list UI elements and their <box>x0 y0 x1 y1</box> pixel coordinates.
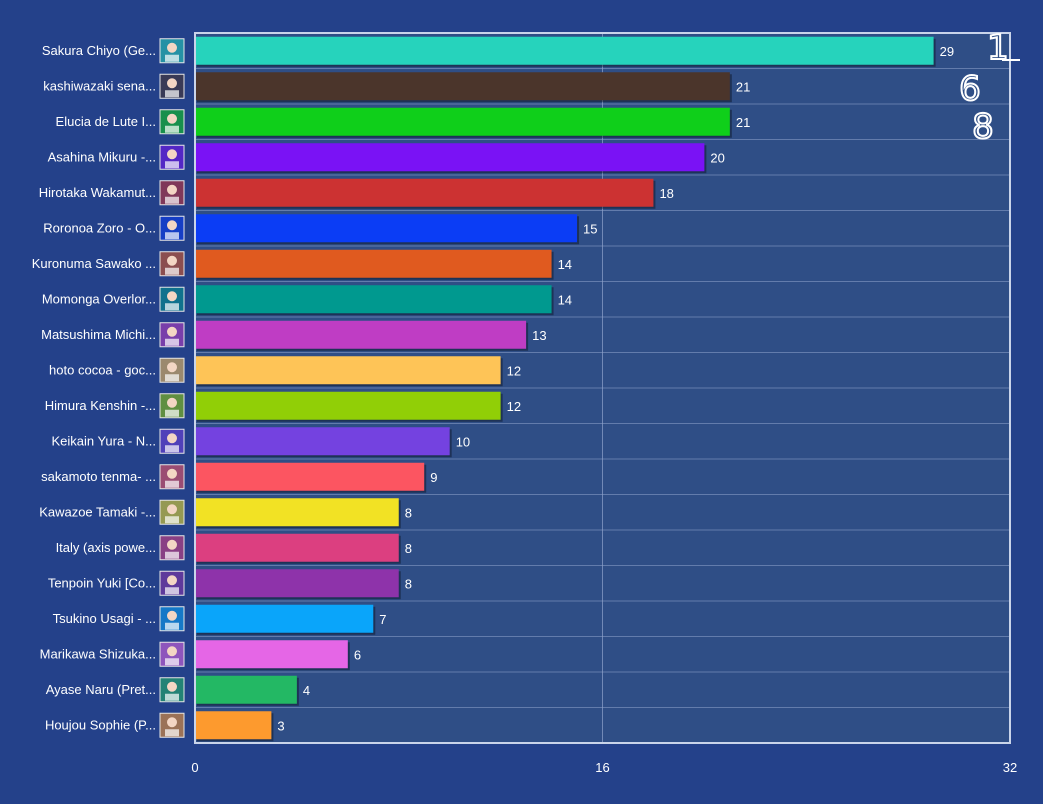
category-label: Asahina Mikuru -... <box>48 149 156 164</box>
category-label: Himura Kenshin -... <box>45 398 156 413</box>
avatar-thumbnail <box>159 109 185 135</box>
bar <box>195 604 374 633</box>
bar <box>195 675 297 704</box>
avatar-thumbnail <box>159 180 185 206</box>
handwritten-annotation: 1 <box>987 28 1009 68</box>
value-label: 13 <box>532 328 546 343</box>
bar <box>195 391 501 420</box>
handwritten-annotations: 168 <box>958 27 1020 148</box>
avatar-thumbnail <box>159 215 185 241</box>
avatar-thumbnail <box>159 641 185 667</box>
bar <box>195 285 552 314</box>
value-label: 6 <box>354 647 361 662</box>
handwritten-annotation: 8 <box>972 107 994 147</box>
value-label: 20 <box>710 150 724 165</box>
bar <box>195 249 552 278</box>
bar <box>195 462 425 491</box>
avatar-thumbnail <box>159 73 185 99</box>
value-label: 3 <box>277 718 284 733</box>
category-label: sakamoto tenma- ... <box>41 469 156 484</box>
bar <box>195 533 399 562</box>
avatar-thumbnail <box>159 499 185 525</box>
category-label: Houjou Sophie (P... <box>45 717 156 732</box>
category-label: Italy (axis powe... <box>56 540 156 555</box>
value-label: 18 <box>659 186 673 201</box>
avatar-thumbnail <box>159 464 185 490</box>
avatar-thumbnail <box>159 286 185 312</box>
value-label: 14 <box>558 292 572 307</box>
value-label: 29 <box>940 44 954 59</box>
value-label: 4 <box>303 683 310 698</box>
bar <box>195 178 654 207</box>
bar <box>195 498 399 527</box>
avatar-thumbnail <box>159 677 185 703</box>
bar <box>195 143 705 172</box>
avatar-thumbnail <box>159 570 185 596</box>
x-tick-label: 32 <box>1003 760 1017 775</box>
category-label: Kawazoe Tamaki -... <box>39 504 156 519</box>
bar <box>195 107 730 136</box>
bar <box>195 320 527 349</box>
value-label: 8 <box>405 541 412 556</box>
avatar-thumbnail <box>159 251 185 277</box>
plot-frame <box>194 32 1011 744</box>
x-tick-label: 16 <box>595 760 609 775</box>
category-label: Keikain Yura - N... <box>51 433 156 448</box>
category-label: Momonga Overlor... <box>42 291 156 306</box>
bar <box>195 640 348 669</box>
avatar-thumbnail <box>159 393 185 419</box>
category-label: Elucia de Lute I... <box>56 114 156 129</box>
value-label: 12 <box>507 363 521 378</box>
avatar-thumbnail <box>159 606 185 632</box>
value-label: 21 <box>736 79 750 94</box>
value-label: 9 <box>430 470 437 485</box>
category-labels: Sakura Chiyo (Ge... kashiwazaki sena... El… <box>32 43 156 733</box>
value-label: 14 <box>558 257 572 272</box>
bar <box>195 427 450 456</box>
category-label: Sakura Chiyo (Ge... <box>42 43 156 58</box>
value-label: 21 <box>736 115 750 130</box>
avatar-thumbnails <box>159 38 185 738</box>
bar <box>195 36 934 65</box>
category-label: Kuronuma Sawako ... <box>32 256 156 271</box>
x-axis-ticks: 0 16 32 <box>191 760 1017 775</box>
category-label: Ayase Naru (Pret... <box>46 682 156 697</box>
value-label: 7 <box>379 612 386 627</box>
avatar-thumbnail <box>159 38 185 64</box>
bar <box>195 711 272 740</box>
bar <box>195 356 501 385</box>
category-label: Marikawa Shizuka... <box>40 646 156 661</box>
category-label: kashiwazaki sena... <box>43 78 156 93</box>
category-label: hoto cocoa - goc... <box>49 362 156 377</box>
value-labels: 29 21 21 20 18 15 14 14 13 12 12 10 9 8 8 8 7 6 4 3 <box>277 44 954 734</box>
category-label: Matsushima Michi... <box>41 327 156 342</box>
avatar-thumbnail <box>159 535 185 561</box>
value-label: 8 <box>405 576 412 591</box>
bar <box>195 569 399 598</box>
gridlines <box>195 33 1010 743</box>
bars-group <box>195 36 936 742</box>
category-label: Tenpoin Yuki [Co... <box>48 575 156 590</box>
category-label: Tsukino Usagi - ... <box>53 611 156 626</box>
value-label: 15 <box>583 221 597 236</box>
avatar-thumbnail <box>159 712 185 738</box>
handwritten-annotation: 6 <box>959 69 981 109</box>
avatar-thumbnail <box>159 428 185 454</box>
bar <box>195 72 730 101</box>
value-label: 8 <box>405 505 412 520</box>
value-label: 10 <box>456 434 470 449</box>
value-label: 12 <box>507 399 521 414</box>
category-label: Roronoa Zoro - O... <box>43 220 156 235</box>
x-tick-label: 0 <box>191 760 198 775</box>
avatar-thumbnail <box>159 322 185 348</box>
avatar-thumbnail <box>159 144 185 170</box>
category-label: Hirotaka Wakamut... <box>39 185 156 200</box>
bar <box>195 214 578 243</box>
avatar-thumbnail <box>159 357 185 383</box>
